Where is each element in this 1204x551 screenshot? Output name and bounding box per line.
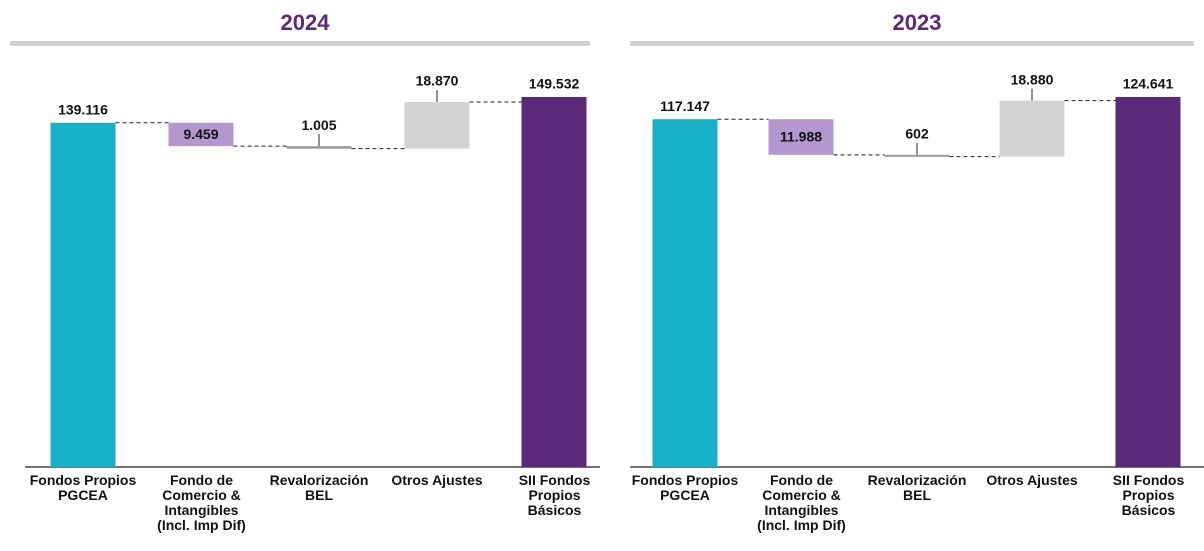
value-label: 18.880	[1011, 71, 1054, 87]
category-label: Revalorización BEL	[269, 472, 369, 503]
value-label: 11.988	[780, 129, 822, 145]
value-label: 9.459	[183, 126, 218, 142]
category-label: Otros Ajustes	[391, 472, 483, 488]
category-label: Fondos Propios PGCEA	[631, 472, 739, 503]
chart-title: 2023	[893, 10, 942, 35]
category-label: SII Fondos Propios Básicos	[1112, 472, 1185, 518]
bar	[999, 100, 1065, 157]
category-label: SII Fondos Propios Básicos	[518, 472, 591, 518]
category-label: Revalorización BEL	[867, 472, 967, 503]
category-label: Fondos Propios PGCEA	[29, 472, 137, 503]
title-rule	[630, 41, 1194, 46]
bar	[50, 122, 116, 468]
bar	[884, 154, 950, 157]
bar	[168, 122, 234, 147]
bar	[768, 119, 834, 155]
category-label: Fondo de Comercio & Intangibles (Incl. I…	[757, 472, 846, 533]
value-label: 124.641	[1123, 76, 1174, 92]
bar	[404, 101, 470, 149]
bar	[652, 119, 718, 468]
category-label: Fondo de Comercio & Intangibles (Incl. I…	[157, 472, 246, 533]
title-rule	[10, 41, 590, 46]
value-label: 1.005	[301, 117, 336, 133]
value-label: 117.147	[660, 98, 710, 114]
bar	[1115, 97, 1181, 467]
bar	[521, 97, 587, 467]
value-label: 149.532	[529, 76, 580, 92]
value-label: 602	[905, 126, 929, 142]
bar	[286, 146, 352, 149]
category-label: Otros Ajustes	[986, 472, 1078, 488]
value-label: 18.870	[416, 73, 459, 89]
value-label: 139.116	[58, 101, 108, 117]
chart-title: 2024	[281, 10, 331, 35]
